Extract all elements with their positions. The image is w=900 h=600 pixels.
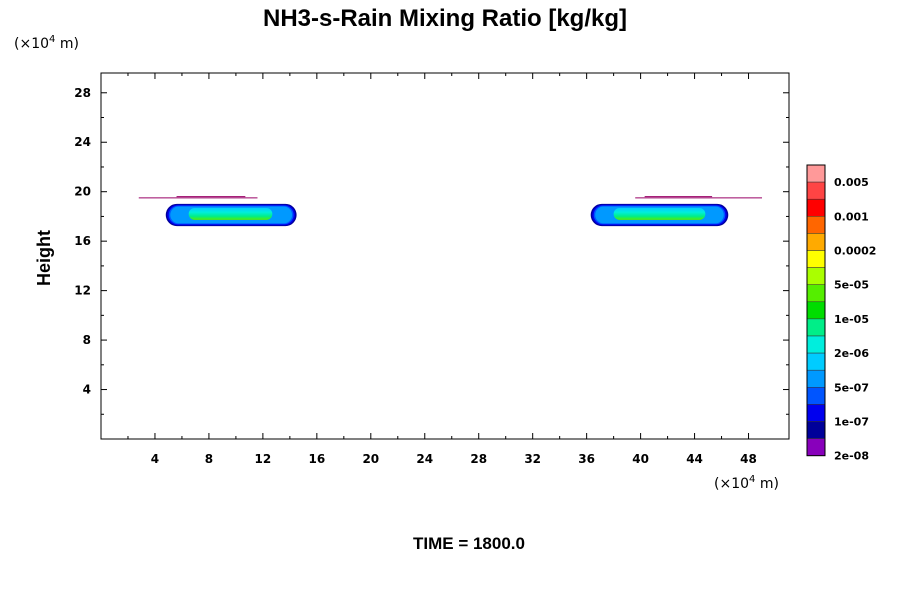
x-tick-label: 32	[524, 452, 541, 466]
colorbar-label: 0.005	[834, 176, 869, 189]
x-tick-label: 8	[205, 452, 213, 466]
colorbar-swatch	[806, 216, 826, 234]
x-tick-label: 24	[416, 452, 433, 466]
y-tick-label: 20	[74, 185, 91, 199]
x-tick-label: 20	[362, 452, 379, 466]
colorbar-swatch	[806, 318, 826, 337]
colorbar-frame	[806, 164, 826, 457]
colorbar-label: 1e-05	[834, 313, 869, 326]
colorbar-swatch	[806, 421, 826, 439]
x-tick-label: 28	[470, 452, 487, 466]
colorbar-swatch	[806, 438, 826, 456]
y-axis-label: Height	[34, 230, 54, 286]
colorbar-swatch	[806, 352, 826, 371]
colorbar-swatch	[806, 335, 826, 354]
colorbar-swatch	[806, 198, 826, 217]
x-tick-label: 16	[308, 452, 325, 466]
y-tick-label: 12	[74, 284, 91, 298]
x-tick-label: 36	[578, 452, 595, 466]
cloud-core	[188, 208, 273, 220]
colorbar-label: 1e-07	[834, 416, 869, 429]
cloud-core	[613, 208, 706, 220]
colorbar-label: 5e-05	[834, 279, 869, 292]
colorbar-swatch	[806, 369, 826, 388]
y-tick-label: 16	[74, 234, 91, 248]
colorbar-swatch	[806, 233, 826, 251]
x-axis-unit: (×104 m)	[714, 474, 779, 492]
colorbar-swatch	[806, 267, 826, 285]
y-tick-label: 24	[74, 135, 91, 149]
time-label: TIME = 1800.0	[413, 534, 525, 553]
colorbar-swatch	[806, 181, 826, 200]
x-tick-label: 40	[632, 452, 649, 466]
colorbar-swatch	[806, 301, 826, 320]
colorbar-label: 2e-06	[834, 347, 869, 360]
x-tick-label: 4	[151, 452, 159, 466]
colorbar-swatch	[806, 250, 826, 268]
colorbar-label: 0.0002	[834, 245, 876, 258]
y-axis-unit: (×104 m)	[14, 34, 79, 52]
y-tick-label: 8	[83, 333, 91, 347]
x-tick-label: 12	[255, 452, 272, 466]
colorbar-swatch	[806, 387, 826, 405]
colorbar-label: 5e-07	[834, 381, 869, 394]
chart-title: NH3-s-Rain Mixing Ratio [kg/kg]	[263, 5, 627, 32]
colorbar-label: 2e-08	[834, 450, 869, 463]
colorbar-swatch	[806, 404, 826, 422]
colorbar-swatch	[806, 164, 826, 183]
x-tick-label: 48	[740, 452, 757, 466]
colorbar-label: 0.001	[834, 210, 869, 223]
colorbar-swatch	[806, 284, 826, 303]
plot-frame	[100, 72, 790, 440]
y-tick-label: 4	[83, 383, 91, 397]
x-tick-label: 44	[686, 452, 703, 466]
y-tick-label: 28	[74, 86, 91, 100]
